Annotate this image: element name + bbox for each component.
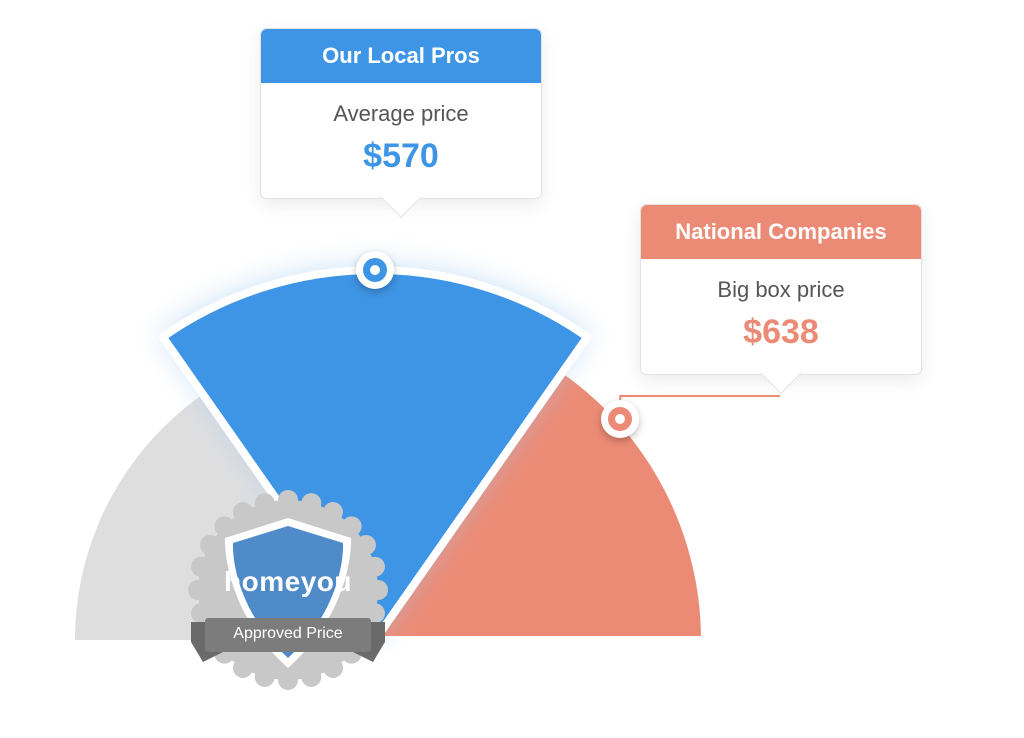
shield-icon (173, 490, 403, 720)
callout-local-price: $570 (271, 137, 531, 176)
callout-national-price: $638 (651, 313, 911, 352)
callout-national-companies: National Companies Big box price $638 (640, 204, 922, 375)
marker-local-icon (356, 251, 394, 289)
callout-local-header: Our Local Pros (261, 29, 541, 83)
badge-logo-text: homeyou (173, 566, 403, 598)
callout-national-header: National Companies (641, 205, 921, 259)
approved-price-badge: homeyou Approved Price (173, 490, 403, 720)
callout-local-sub: Average price (271, 101, 531, 127)
badge-ribbon-text: Approved Price (173, 625, 403, 643)
callout-national-sub: Big box price (651, 277, 911, 303)
callout-local-pros: Our Local Pros Average price $570 (260, 28, 542, 199)
